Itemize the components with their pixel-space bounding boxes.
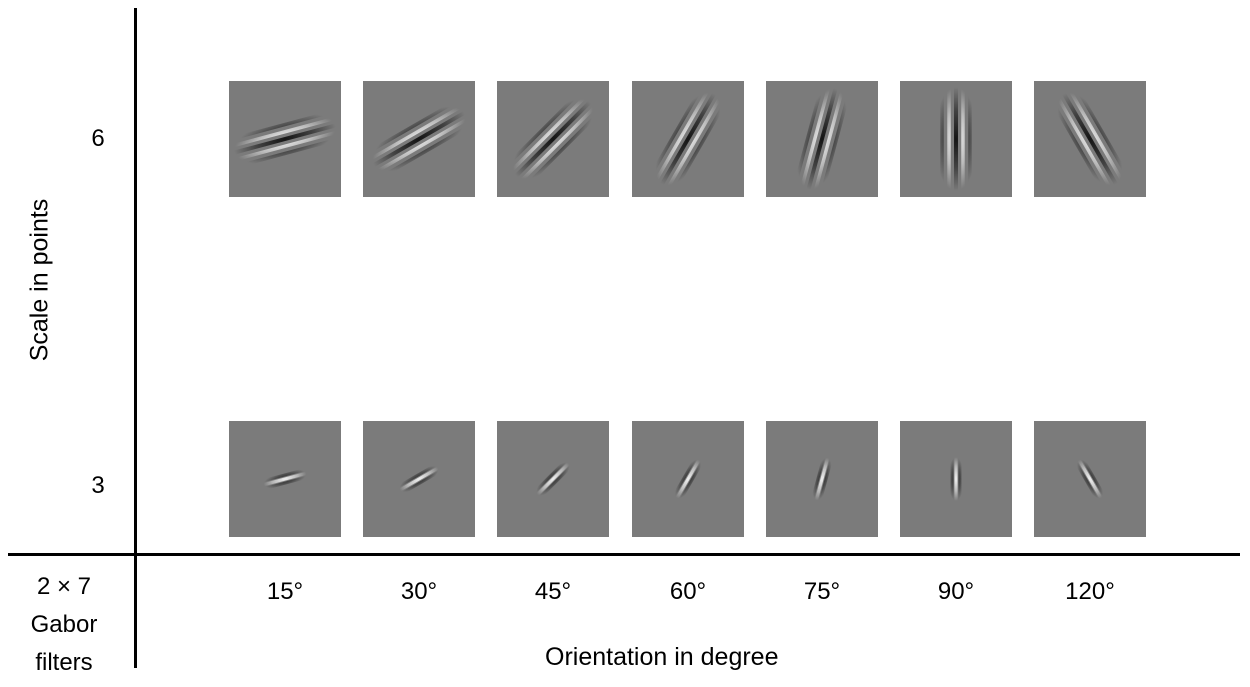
- gabor-filter-6-75: [766, 81, 878, 197]
- gabor-filter-3-75: [766, 421, 878, 537]
- scale-label-6: 6: [91, 125, 105, 152]
- gabor-filter-3-45: [497, 421, 609, 537]
- grid-description-line-1: 2 × 7: [36, 573, 92, 600]
- gabor-filter-6-90: [900, 81, 1012, 197]
- grid-description-line-3: filters: [35, 649, 93, 676]
- gabor-filter-6-60: [632, 81, 744, 197]
- orientation-label-45: 45°: [534, 578, 572, 605]
- gabor-filter-3-60: [632, 421, 744, 537]
- orientation-label-15: 15°: [266, 578, 304, 605]
- vertical-axis-line: [134, 8, 137, 668]
- y-axis-label: Scale in points: [25, 198, 54, 362]
- gabor-filter-3-30: [363, 421, 475, 537]
- scale-label-3: 3: [91, 472, 105, 499]
- gabor-filter-6-45: [497, 81, 609, 197]
- orientation-label-75: 75°: [803, 578, 841, 605]
- orientation-label-30: 30°: [400, 578, 438, 605]
- x-axis-label: Orientation in degree: [545, 643, 779, 671]
- gabor-filter-3-15: [229, 421, 341, 537]
- orientation-label-90: 90°: [937, 578, 975, 605]
- orientation-label-60: 60°: [669, 578, 707, 605]
- gabor-filter-3-120: [1034, 421, 1146, 537]
- gabor-filter-3-90: [900, 421, 1012, 537]
- orientation-label-120: 120°: [1065, 578, 1115, 605]
- grid-description-line-2: Gabor: [30, 611, 98, 638]
- gabor-filter-6-15: [229, 81, 341, 197]
- horizontal-axis-line: [8, 553, 1240, 556]
- grid-description: 2 × 7 Gabor filters: [4, 568, 124, 682]
- gabor-filter-6-120: [1034, 81, 1146, 197]
- gabor-filter-6-30: [363, 81, 475, 197]
